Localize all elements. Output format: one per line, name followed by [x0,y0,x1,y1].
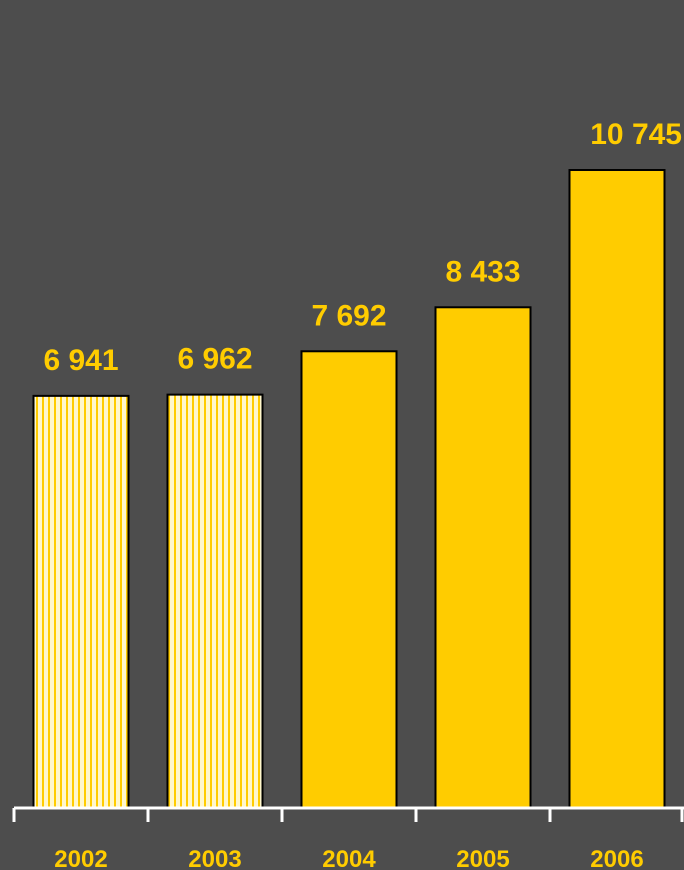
category-label-2006: 2006 [590,846,643,870]
bar-2005 [434,306,532,809]
bars-group [32,169,666,809]
value-label-2002: 6 941 [43,344,118,377]
x-axis [12,806,684,822]
bar-2004 [300,350,398,809]
category-label-2005: 2005 [456,846,509,870]
category-label-2002: 2002 [54,846,107,870]
category-label-2004: 2004 [322,846,376,870]
value-label-2005: 8 433 [445,255,520,288]
value-label-2003: 6 962 [177,343,252,376]
bar-2006 [568,169,666,809]
category-label-2003: 2003 [188,846,241,870]
value-label-2006: 10 745 [590,118,682,151]
value-label-2004: 7 692 [311,299,386,332]
bar-2003 [166,393,264,809]
bar-2002 [32,394,130,809]
category-labels-group: 2002 2003 2004 2005 2006 [54,846,643,870]
value-labels-group: 6 941 6 962 7 692 8 433 10 745 [43,118,682,377]
